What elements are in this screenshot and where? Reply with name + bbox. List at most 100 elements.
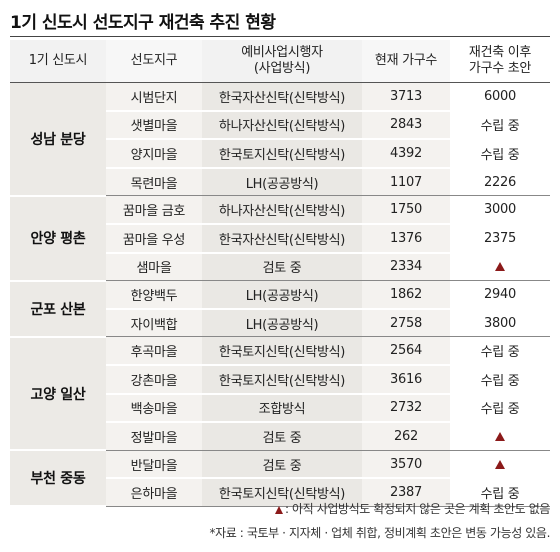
- planned-households-cell: 3000: [450, 195, 550, 225]
- operator-cell: 한국토지신탁(신탁방식): [202, 364, 362, 395]
- operator-cell: 하나자산신탁(신탁방식): [202, 195, 362, 225]
- current-households-cell: 1750: [362, 195, 450, 225]
- column-header-current-households: 현재 가구수: [362, 40, 450, 83]
- district-name-cell: 시범단지: [106, 82, 202, 112]
- current-households-cell: 3570: [362, 450, 450, 480]
- current-households-cell: 2843: [362, 110, 450, 141]
- table-row: 강촌마을 한국토지신탁(신탁방식) 3616 수립 중: [10, 364, 550, 395]
- district-name-cell: 자이백합: [106, 308, 202, 338]
- district-name-cell: 양지마을: [106, 139, 202, 169]
- table-row: 안양 평촌 꿈마을 금호 하나자산신탁(신탁방식) 1750 3000: [10, 195, 550, 282]
- district-name-cell: 강촌마을: [106, 364, 202, 395]
- district-name-cell: 은하마을: [106, 478, 202, 507]
- planned-households-cell: 2940: [450, 280, 550, 310]
- planned-households-cell: 수립 중: [450, 336, 550, 366]
- new-town-group-cell: 성남 분당: [10, 82, 106, 197]
- operator-cell: 한국자산신탁(신탁방식): [202, 223, 362, 254]
- triangle-marker-icon: [495, 431, 505, 441]
- operator-cell: 한국토지신탁(신탁방식): [202, 336, 362, 366]
- district-name-cell: 꿈마을 우성: [106, 223, 202, 254]
- operator-cell: 한국자산신탁(신탁방식): [202, 82, 362, 112]
- operator-cell: 조합방식: [202, 393, 362, 424]
- planned-households-cell: 2226: [450, 167, 550, 197]
- current-households-cell: 2758: [362, 308, 450, 338]
- planned-households-cell: 6000: [450, 82, 550, 112]
- current-households-cell: 2564: [362, 336, 450, 366]
- title-divider: [10, 36, 550, 37]
- operator-cell: 한국토지신탁(신탁방식): [202, 478, 362, 507]
- planned-households-cell: 2375: [450, 223, 550, 254]
- district-name-cell: 샘마을: [106, 252, 202, 282]
- table-row: 백송마을 조합방식 2732 수립 중: [10, 393, 550, 424]
- planned-households-cell: [450, 252, 550, 282]
- current-households-cell: 2387: [362, 478, 450, 507]
- planned-households-cell: 수립 중: [450, 393, 550, 424]
- column-header-planned-line2: 가구수 초안: [468, 61, 532, 76]
- current-households-cell: 3713: [362, 82, 450, 112]
- operator-cell: LH(공공방식): [202, 280, 362, 310]
- operator-cell: LH(공공방식): [202, 308, 362, 338]
- table-row: 자이백합 LH(공공방식) 2758 3800: [10, 308, 550, 338]
- column-header-planned-line1: 재건축 이후: [468, 45, 532, 60]
- table-row: 샘마을 검토 중 2334: [10, 252, 550, 282]
- district-name-cell: 백송마을: [106, 393, 202, 424]
- operator-cell: 검토 중: [202, 450, 362, 480]
- district-name-cell: 정발마을: [106, 422, 202, 451]
- operator-cell: LH(공공방식): [202, 167, 362, 197]
- table-row: 꿈마을 우성 한국자산신탁(신탁방식) 1376 2375: [10, 223, 550, 254]
- planned-households-cell: 수립 중: [450, 139, 550, 169]
- district-name-cell: 반달마을: [106, 450, 202, 480]
- redevelopment-table: 1기 신도시 선도지구 예비사업시행자 (사업방식) 현재 가구수 재건축 이후…: [10, 40, 550, 508]
- table-row: 고양 일산 후곡마을 한국토지신탁(신탁방식) 2564 수립 중: [10, 336, 550, 452]
- table-row: 목련마을 LH(공공방식) 1107 2226: [10, 167, 550, 197]
- column-header-operator-line2: (사업방식): [253, 61, 311, 76]
- column-header-district: 선도지구: [106, 40, 202, 83]
- source-footnote: *자료 : 국토부 · 지자체 · 업체 취합, 정비계획 초안은 변동 가능성…: [209, 526, 550, 540]
- operator-cell: 하나자산신탁(신탁방식): [202, 110, 362, 141]
- current-households-cell: 2334: [362, 252, 450, 282]
- new-town-group-cell: 안양 평촌: [10, 195, 106, 282]
- district-name-cell: 후곡마을: [106, 336, 202, 366]
- triangle-marker-icon: [495, 459, 505, 469]
- table-body: 성남 분당 시범단지 한국자산신탁(신탁방식) 3713 6000 샛별마을 하나자산신탁(…: [10, 82, 550, 508]
- operator-cell: 한국토지신탁(신탁방식): [202, 139, 362, 169]
- column-header-operator: 예비사업시행자 (사업방식): [202, 40, 362, 83]
- table-header-row: 1기 신도시 선도지구 예비사업시행자 (사업방식) 현재 가구수 재건축 이후…: [10, 40, 550, 83]
- current-households-cell: 262: [362, 422, 450, 451]
- table-row: 양지마을 한국토지신탁(신탁방식) 4392 수립 중: [10, 139, 550, 169]
- operator-cell: 검토 중: [202, 422, 362, 451]
- planned-households-cell: [450, 450, 550, 480]
- table-row: 군포 산본 한양백두 LH(공공방식) 1862 2940: [10, 280, 550, 338]
- district-name-cell: 한양백두: [106, 280, 202, 310]
- table-row: 샛별마을 하나자산신탁(신탁방식) 2843 수립 중: [10, 110, 550, 141]
- planned-households-cell: 3800: [450, 308, 550, 338]
- operator-cell: 검토 중: [202, 252, 362, 282]
- column-header-new-town: 1기 신도시: [10, 40, 106, 83]
- current-households-cell: 2732: [362, 393, 450, 424]
- table-row: 은하마을 한국토지신탁(신탁방식) 2387 수립 중: [10, 478, 550, 507]
- table-row: 부천 중동 반달마을 검토 중 3570: [10, 450, 550, 508]
- table-row: 성남 분당 시범단지 한국자산신탁(신탁방식) 3713 6000: [10, 82, 550, 197]
- triangle-marker-icon: [495, 262, 505, 272]
- current-households-cell: 1376: [362, 223, 450, 254]
- current-households-cell: 4392: [362, 139, 450, 169]
- current-households-cell: 1107: [362, 167, 450, 197]
- planned-households-cell: 수립 중: [450, 478, 550, 507]
- current-households-cell: 1862: [362, 280, 450, 310]
- planned-households-cell: 수립 중: [450, 110, 550, 141]
- current-households-cell: 3616: [362, 364, 450, 395]
- district-name-cell: 꿈마을 금호: [106, 195, 202, 225]
- district-name-cell: 샛별마을: [106, 110, 202, 141]
- page-title: 1기 신도시 선도지구 재건축 추진 현황: [10, 13, 276, 33]
- column-header-operator-line1: 예비사업시행자: [241, 45, 323, 60]
- marker-footnote: : 아직 사업방식도 확정되지 않은 곳은 계획 초안도 없음: [274, 500, 550, 517]
- planned-households-cell: 수립 중: [450, 364, 550, 395]
- new-town-group-cell: 군포 산본: [10, 280, 106, 338]
- triangle-marker-icon: [274, 505, 283, 514]
- district-name-cell: 목련마을: [106, 167, 202, 197]
- column-header-planned-households: 재건축 이후 가구수 초안: [450, 40, 550, 83]
- planned-households-cell: [450, 422, 550, 451]
- table-row: 정발마을 검토 중 262: [10, 422, 550, 451]
- marker-footnote-text: : 아직 사업방식도 확정되지 않은 곳은 계획 초안도 없음: [284, 502, 550, 516]
- new-town-group-cell: 부천 중동: [10, 450, 106, 508]
